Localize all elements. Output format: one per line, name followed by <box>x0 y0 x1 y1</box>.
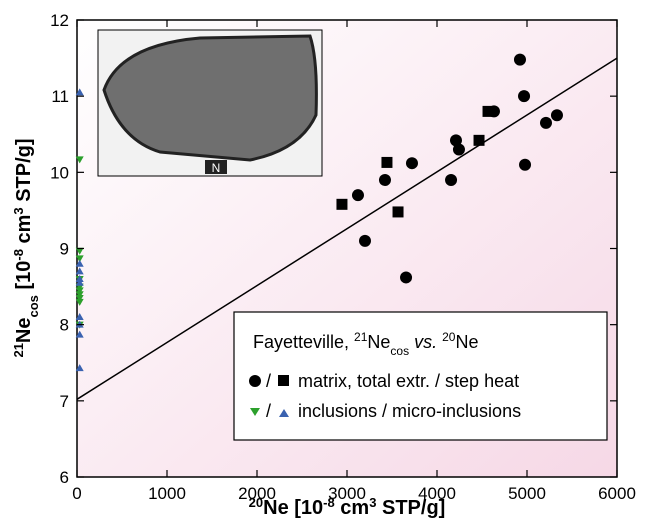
point <box>473 134 485 146</box>
point <box>400 271 413 284</box>
point <box>75 291 84 299</box>
point <box>482 105 494 117</box>
point <box>378 173 391 186</box>
y-tick-label: 8 <box>60 316 69 335</box>
point <box>392 206 404 218</box>
x-label-part: Ne [10 <box>263 497 323 519</box>
point <box>351 189 364 202</box>
x-axis-label: 20Ne [10-8 cm3 STP/g] <box>249 495 446 520</box>
x-label-part: -8 <box>323 495 335 510</box>
y-tick-label: 11 <box>51 87 69 106</box>
point <box>75 267 84 275</box>
x-tick-label: 3000 <box>328 484 366 503</box>
legend-marker <box>279 409 289 417</box>
point <box>381 156 393 168</box>
fit-line <box>76 57 618 400</box>
x-tick-label: 6000 <box>598 484 636 503</box>
point <box>452 143 465 156</box>
y-label-part: -8 <box>11 249 26 261</box>
y-label-part: cm <box>13 215 35 249</box>
point <box>75 298 84 306</box>
point <box>445 173 458 186</box>
y-axis-label: 21Necos [10-8 cm3 STP/g] <box>11 138 41 357</box>
legend: Fayetteville, 21Necos vs. 20Ne / matrix,… <box>233 311 608 441</box>
legend-marker <box>278 375 289 386</box>
legend-marker <box>250 408 260 416</box>
x-label-part: 20 <box>249 495 263 510</box>
x-tick-label: 1000 <box>148 484 186 503</box>
inset-rock <box>102 34 318 162</box>
point <box>75 259 84 267</box>
legend-marker <box>249 375 261 387</box>
y-tick-label: 10 <box>50 163 69 182</box>
legend-box <box>233 311 608 441</box>
point <box>550 109 563 122</box>
y-tick-label: 6 <box>60 468 69 487</box>
point <box>336 198 348 210</box>
legend-title-part: cos <box>390 344 409 358</box>
point <box>75 88 84 96</box>
inset-label: N <box>212 161 221 175</box>
legend-title-part: Fayetteville, <box>253 332 354 352</box>
legend-sep: / <box>266 371 271 391</box>
y-tick-label: 9 <box>60 240 69 259</box>
x-label-part: STP/g] <box>376 497 445 519</box>
y-label-part: STP/g] <box>13 138 35 207</box>
point <box>75 156 84 164</box>
x-tick-label: 5000 <box>508 484 546 503</box>
x-tick-label: 2000 <box>238 484 276 503</box>
point <box>75 295 84 303</box>
point <box>75 313 84 321</box>
y-label-part: Ne <box>13 317 35 343</box>
legend-label: inclusions / micro-inclusions <box>298 401 521 421</box>
legend-title-part: 21 <box>354 330 368 344</box>
point <box>75 287 84 295</box>
point <box>75 364 84 372</box>
x-tick-label: 0 <box>72 484 81 503</box>
point <box>405 157 418 170</box>
legend-label: matrix, total extr. / step heat <box>298 371 519 391</box>
point <box>518 90 531 103</box>
y-tick-label: 7 <box>60 392 69 411</box>
legend-title-part: 20 <box>442 330 456 344</box>
x-label-part: 3 <box>369 495 376 510</box>
point <box>75 255 84 263</box>
x-tick-label: 4000 <box>418 484 456 503</box>
legend-title-part: Ne <box>367 332 390 352</box>
x-label-part: cm <box>335 497 369 519</box>
legend-title-part: Ne <box>455 332 478 352</box>
point <box>539 116 552 129</box>
point <box>75 274 84 282</box>
point <box>519 158 532 171</box>
inset-tag <box>205 160 227 174</box>
point <box>449 134 462 147</box>
y-label-part: cos <box>26 295 41 317</box>
point <box>359 234 371 247</box>
y-label-part: 3 <box>11 207 26 214</box>
point <box>75 247 84 255</box>
point <box>513 53 526 66</box>
y-tick-label: 12 <box>50 11 69 30</box>
point <box>75 278 84 286</box>
legend-sep: / <box>266 401 271 421</box>
y-label-part: [10 <box>13 261 35 295</box>
legend-title-part: vs. <box>409 332 442 352</box>
inset-photo: N <box>97 29 323 177</box>
point <box>75 330 84 338</box>
legend-title: Fayetteville, 21Necos vs. 20Ne <box>253 330 479 358</box>
y-label-part: 21 <box>11 343 26 357</box>
